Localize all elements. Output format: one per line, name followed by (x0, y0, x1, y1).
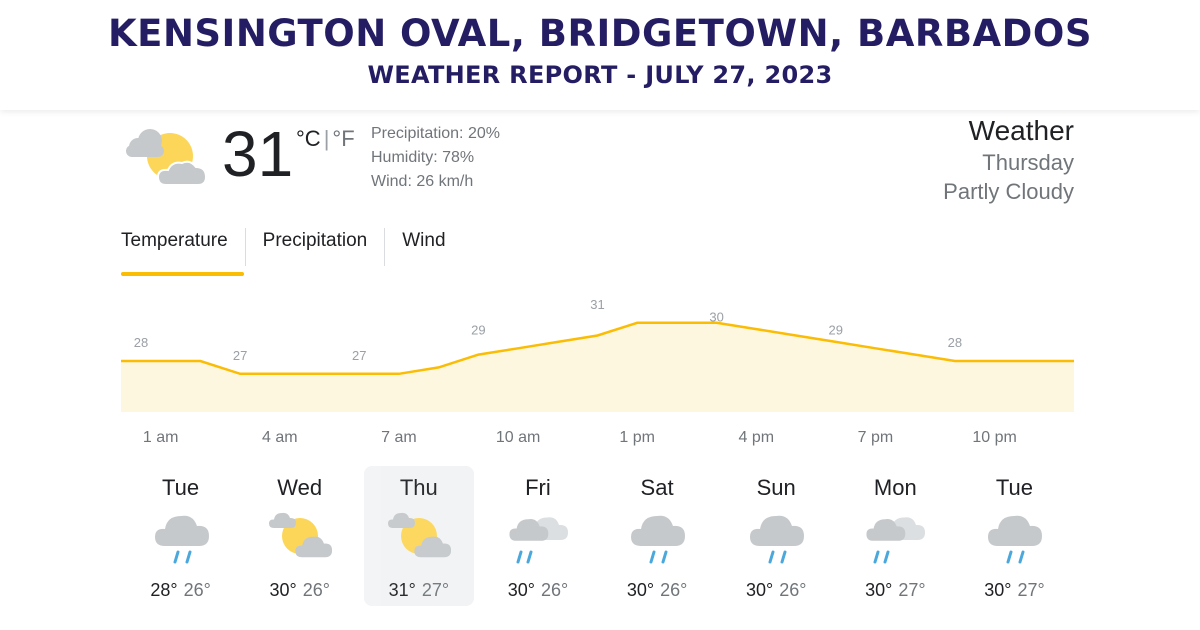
day-name: Tue (162, 475, 200, 500)
forecast-day[interactable]: Wed 30° 26° (245, 466, 355, 606)
celsius-unit[interactable]: °C (296, 126, 321, 151)
page-banner: KENSINGTON OVAL, BRIDGETOWN, BARBADOS WE… (0, 0, 1200, 110)
time-label: 7 am (381, 429, 417, 446)
time-label: 4 pm (738, 429, 775, 446)
tab-wind[interactable]: Wind (384, 228, 462, 266)
rain-icon (988, 515, 1043, 564)
high-temp: 30° (269, 580, 297, 600)
weather-title: Weather (968, 115, 1074, 146)
forecast-day[interactable]: Mon 30° 27° (840, 466, 950, 606)
day-name: Wed (277, 475, 323, 500)
data-label: 27 (233, 348, 247, 363)
scattered-showers-icon (866, 517, 926, 564)
time-label: 7 pm (857, 429, 894, 446)
temperature-chart: 28 27 27 29 31 30 29 28 (121, 297, 1074, 412)
time-label: 10 pm (972, 429, 1017, 446)
current-details: Precipitation: 20% Humidity: 78% Wind: 2… (371, 122, 500, 194)
precipitation-text: Precipitation: 20% (371, 125, 500, 142)
low-temp: 26° (660, 580, 688, 600)
temperature-area (121, 322, 1074, 412)
weather-header: Weather Thursday Partly Cloudy (943, 114, 1074, 206)
time-axis: 1 am 4 am 7 am 10 am 1 pm 4 pm 7 pm 10 pm (121, 429, 1074, 453)
day-temps: 30° 26° (245, 580, 355, 601)
day-name: Sat (640, 475, 674, 500)
data-label: 28 (134, 335, 148, 350)
time-label: 4 am (262, 429, 298, 446)
forecast-day[interactable]: Sat 30° 26° (602, 466, 712, 606)
rain-icon (631, 515, 686, 564)
day-temps: 30° 26° (602, 580, 712, 601)
data-label: 27 (352, 348, 366, 363)
time-label: 10 am (495, 429, 541, 446)
data-label: 29 (829, 322, 843, 337)
high-temp: 30° (865, 580, 893, 600)
day-temps: 30° 26° (483, 580, 593, 601)
low-temp: 27° (898, 580, 926, 600)
low-temp: 27° (421, 580, 450, 600)
tab-temperature[interactable]: Temperature (121, 228, 245, 276)
forecast-day[interactable]: Sun 30° 26° (721, 466, 831, 606)
time-label: 1 pm (619, 429, 655, 446)
partly-cloudy-icon (126, 129, 208, 186)
weather-day: Thursday (982, 150, 1074, 175)
rain-icon (154, 515, 209, 564)
unit-toggle: °C | °F (296, 126, 355, 152)
forecast-day[interactable]: Tue 28° 26° (126, 466, 236, 606)
high-temp: 30° (745, 580, 774, 600)
temperature-line (121, 321, 1074, 376)
day-name: Sun (756, 475, 796, 500)
high-temp: 28° (150, 580, 178, 600)
banner-subtitle: WEATHER REPORT - JULY 27, 2023 (367, 61, 833, 89)
forecast-day[interactable]: Tue 30° 27° (959, 466, 1069, 606)
data-label: 29 (471, 322, 485, 337)
data-label: 28 (948, 335, 962, 350)
high-temp: 31° (388, 580, 416, 600)
wind-text: Wind: 26 km/h (371, 173, 474, 190)
banner-title: KENSINGTON OVAL, BRIDGETOWN, BARBADOS (108, 12, 1092, 55)
day-temps: 28° 26° (126, 580, 236, 601)
day-name: Mon (873, 475, 917, 500)
day-name: Fri (525, 475, 551, 500)
high-temp: 30° (626, 580, 655, 600)
day-temps: 31° 27° (364, 580, 474, 601)
high-temp: 30° (984, 580, 1012, 600)
rain-icon (750, 515, 805, 564)
low-temp: 26° (302, 580, 330, 600)
data-label: 30 (709, 310, 723, 325)
low-temp: 26° (779, 580, 807, 600)
tab-precipitation[interactable]: Precipitation (244, 228, 385, 266)
current-temperature: 31 (222, 118, 294, 190)
low-temp: 26° (540, 580, 569, 600)
day-temps: 30° 27° (840, 580, 950, 601)
day-temps: 30° 26° (721, 580, 831, 601)
day-name: Tue (995, 475, 1033, 500)
day-temps: 30° 27° (959, 580, 1069, 601)
daily-forecast: Tue 28° 26° Wed 30° 26° Thu 31° 27° Fri 30° 26° Sat 3… (121, 466, 1074, 606)
forecast-day[interactable]: Thu 31° 27° (363, 466, 474, 606)
weather-condition: Partly Cloudy (943, 179, 1074, 204)
low-temp: 26° (183, 580, 211, 600)
forecast-day[interactable]: Fri 30° 26° (483, 466, 593, 606)
partly-cloudy-icon (268, 512, 332, 558)
scattered-showers-icon (509, 517, 568, 564)
day-name: Thu (399, 475, 438, 500)
unit-separator: | (323, 126, 330, 151)
data-label: 31 (590, 297, 604, 312)
partly-cloudy-icon (387, 512, 451, 558)
chart-tabs: Temperature Precipitation Wind (121, 228, 463, 276)
fahrenheit-unit[interactable]: °F (332, 126, 355, 151)
humidity-text: Humidity: 78% (371, 149, 475, 166)
time-label: 1 am (142, 429, 179, 446)
low-temp: 27° (1017, 580, 1045, 600)
high-temp: 30° (507, 580, 535, 600)
